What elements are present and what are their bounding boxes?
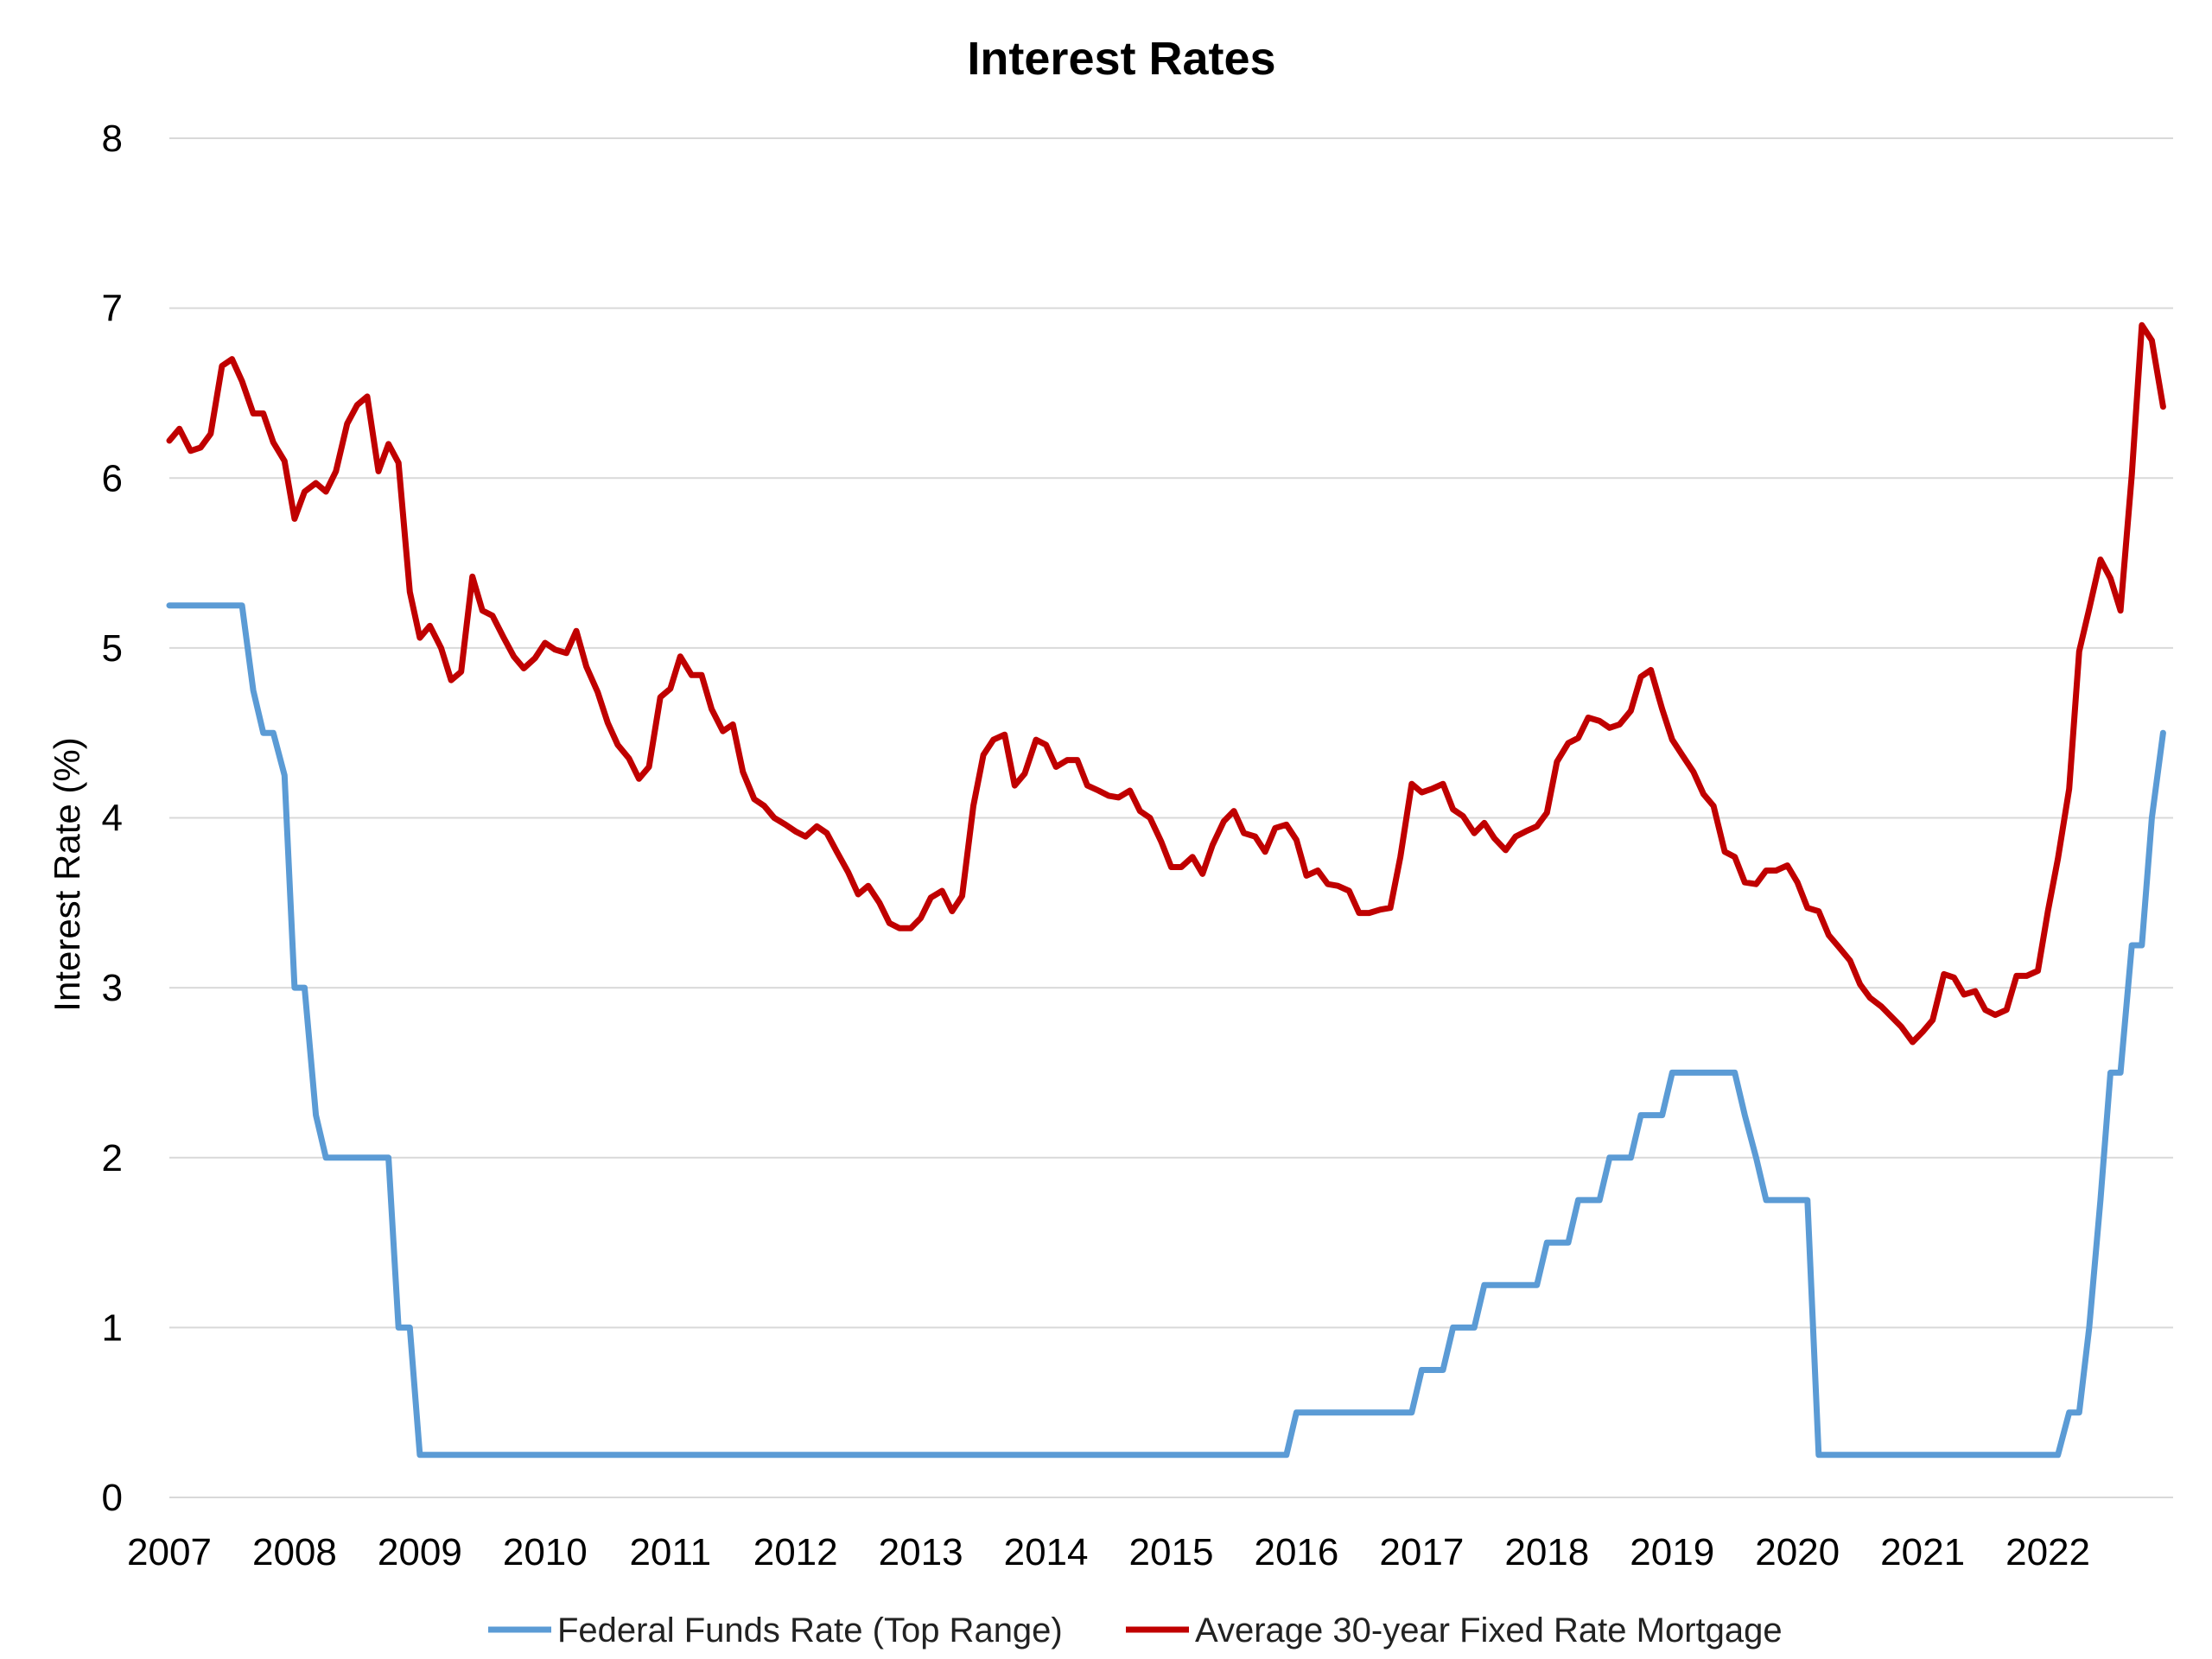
y-tick-label: 5 <box>102 627 123 670</box>
y-tick-label: 3 <box>102 967 123 1009</box>
legend-item-fed-funds: Federal Funds Rate (Top Range) <box>488 1611 1063 1649</box>
legend-label-mortgage: Average 30-year Fixed Rate Mortgage <box>1195 1611 1783 1649</box>
y-tick-label: 8 <box>102 118 123 160</box>
x-tick-label: 2011 <box>629 1531 711 1573</box>
y-tick-label: 1 <box>102 1306 123 1349</box>
x-tick-label: 2020 <box>1755 1531 1840 1573</box>
x-tick-label: 2017 <box>1379 1531 1464 1573</box>
x-tick-label: 2018 <box>1504 1531 1589 1573</box>
x-tick-label: 2021 <box>1880 1531 1965 1573</box>
chart-title: Interest Rates <box>967 33 1275 85</box>
series-line-fed-funds <box>166 602 2166 1459</box>
gridlines <box>169 137 2173 1498</box>
x-tick-label: 2019 <box>1630 1531 1714 1573</box>
x-tick-label: 2014 <box>1004 1531 1089 1573</box>
x-tick-label: 2007 <box>127 1531 212 1573</box>
y-tick-label: 4 <box>102 798 123 840</box>
series-line-mortgage <box>166 321 2166 1046</box>
x-tick-label: 2008 <box>252 1531 337 1573</box>
legend-label-fed-funds: Federal Funds Rate (Top Range) <box>557 1611 1063 1649</box>
x-tick-label: 2010 <box>503 1531 588 1573</box>
x-tick-label: 2013 <box>879 1531 963 1573</box>
x-tick-label: 2012 <box>753 1531 838 1573</box>
x-tick-label: 2009 <box>378 1531 462 1573</box>
y-tick-label: 2 <box>102 1137 123 1179</box>
series-lines <box>166 321 2166 1459</box>
y-axis-label: Interest Rate (%) <box>47 737 87 1011</box>
y-axis-ticks: 0 1 2 3 4 5 6 7 8 <box>102 118 123 1519</box>
y-tick-label: 7 <box>102 288 123 330</box>
x-axis-ticks: 2007 2008 2009 2010 2011 2012 2013 2014 2015 2016… <box>127 1531 2090 1573</box>
legend: Federal Funds Rate (Top Range) Average 3… <box>488 1611 1783 1649</box>
x-tick-label: 2016 <box>1254 1531 1338 1573</box>
x-tick-label: 2022 <box>2005 1531 2090 1573</box>
y-tick-label: 0 <box>102 1477 123 1519</box>
x-tick-label: 2015 <box>1129 1531 1214 1573</box>
legend-item-mortgage: Average 30-year Fixed Rate Mortgage <box>1126 1611 1783 1649</box>
y-tick-label: 6 <box>102 457 123 499</box>
